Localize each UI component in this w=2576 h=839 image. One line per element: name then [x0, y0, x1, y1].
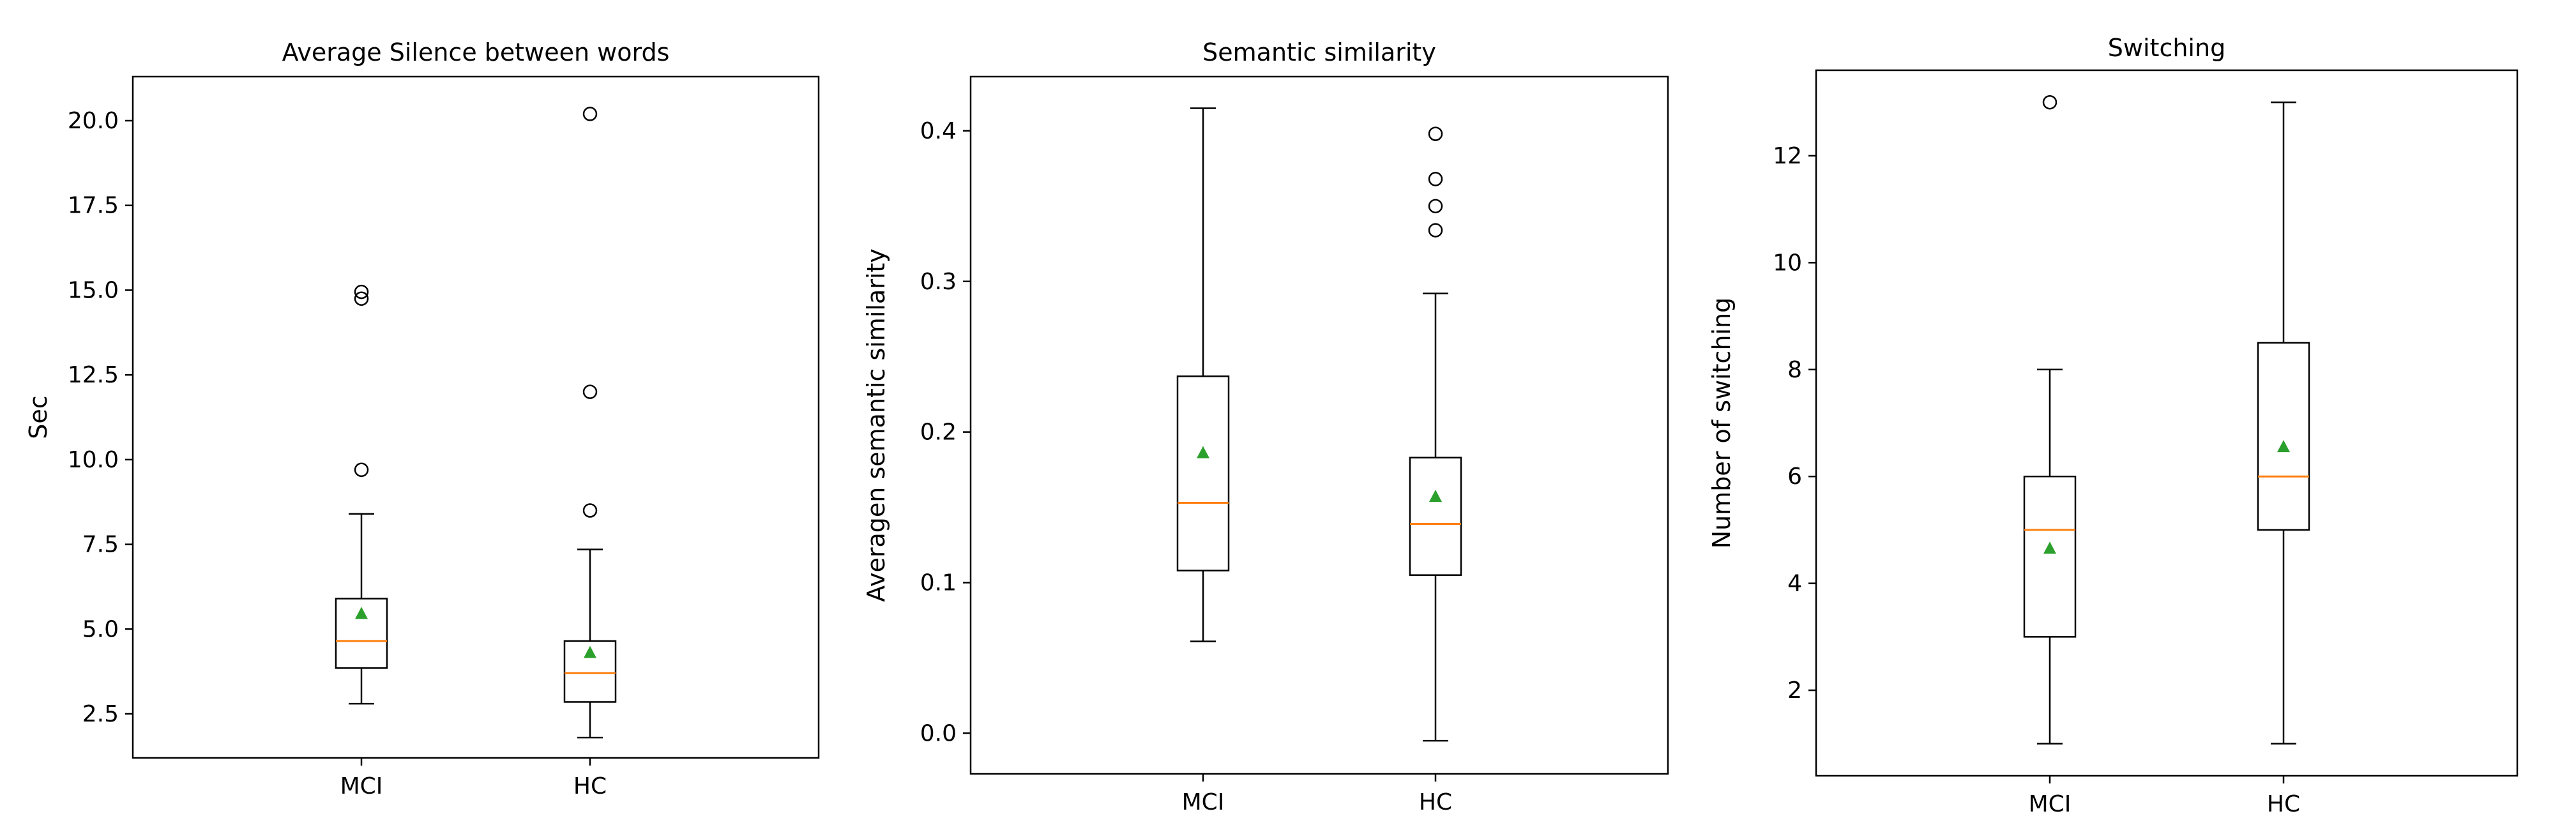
- y-tick-label: 6: [1787, 464, 1802, 490]
- box-mci: [2023, 94, 2077, 745]
- x-tick-label: MCI: [340, 773, 383, 799]
- y-tick-label: 20.0: [68, 108, 119, 134]
- box-body: [2257, 342, 2310, 531]
- outlier-point: [1428, 199, 1443, 214]
- y-tick-label: 2.5: [82, 701, 119, 727]
- box-body: [1176, 375, 1230, 571]
- outlier-point: [354, 284, 369, 299]
- x-tick-label: HC: [573, 773, 607, 799]
- chart-title: Average Silence between words: [282, 38, 670, 66]
- x-tick-label: MCI: [2029, 791, 2072, 817]
- box-hc: [563, 107, 617, 739]
- y-tick-label: 17.5: [68, 193, 119, 219]
- y-tick-label: 10: [1773, 250, 1802, 276]
- outlier-point: [2042, 94, 2057, 110]
- y-tick-label: 0.4: [920, 118, 957, 144]
- y-tick-label: 0.0: [920, 720, 957, 746]
- chart-title: Semantic similarity: [1202, 38, 1436, 66]
- chart-panel-3: Switching Number of switching 2 4 6 8 10 12 MCI H…: [1708, 34, 2519, 817]
- outlier-point: [1428, 126, 1443, 141]
- mean-marker: [2277, 440, 2290, 453]
- x-tick-label: HC: [2267, 791, 2300, 817]
- outlier-point: [354, 462, 369, 478]
- chart-title: Switching: [2108, 34, 2225, 62]
- mean-marker: [1429, 490, 1442, 503]
- outlier-point: [582, 384, 598, 399]
- box-body: [563, 640, 617, 703]
- y-tick-label: 8: [1787, 357, 1802, 383]
- mean-marker: [1197, 446, 1209, 458]
- y-tick-label: 12: [1773, 143, 1802, 169]
- y-axis-label: Number of switching: [1708, 298, 1736, 549]
- mean-marker: [355, 607, 368, 619]
- outlier-point: [1428, 223, 1443, 238]
- y-tick-label: 0.2: [920, 420, 957, 446]
- y-axis-label: Sec: [24, 395, 52, 439]
- x-tick-label: HC: [1419, 789, 1452, 815]
- y-tick-label: 0.3: [920, 269, 957, 295]
- box-mci: [335, 284, 388, 705]
- box-body: [2023, 475, 2077, 638]
- box-hc: [1409, 126, 1462, 742]
- y-tick-label: 5.0: [82, 616, 119, 642]
- y-axis-label: Averagen semantic similarity: [862, 248, 890, 602]
- y-tick-label: 0.1: [920, 570, 957, 596]
- outlier-point: [354, 291, 369, 306]
- chart-panel-1: Average Silence between words Sec 2.5 5.0 7.…: [24, 38, 820, 799]
- outlier-point: [1428, 172, 1443, 186]
- box-body: [1409, 457, 1462, 576]
- outlier-point: [582, 107, 598, 121]
- y-tick-label: 10.0: [68, 447, 119, 473]
- box-body: [335, 598, 388, 669]
- y-tick-label: 2: [1787, 677, 1802, 704]
- box-hc: [2257, 101, 2310, 745]
- chart-panel-2: Semantic similarity Averagen semantic sim…: [862, 38, 1669, 815]
- axes-frame: [132, 75, 820, 759]
- mean-marker: [2043, 541, 2056, 554]
- outlier-point: [582, 503, 598, 518]
- box-mci: [1176, 107, 1230, 642]
- x-tick-label: MCI: [1182, 789, 1225, 815]
- mean-marker: [584, 646, 596, 658]
- axes-frame: [969, 75, 1669, 775]
- y-tick-label: 15.0: [68, 277, 119, 303]
- axes-frame: [1815, 69, 2519, 777]
- y-tick-label: 12.5: [68, 362, 119, 388]
- y-tick-label: 4: [1787, 571, 1802, 597]
- y-tick-label: 7.5: [82, 532, 119, 558]
